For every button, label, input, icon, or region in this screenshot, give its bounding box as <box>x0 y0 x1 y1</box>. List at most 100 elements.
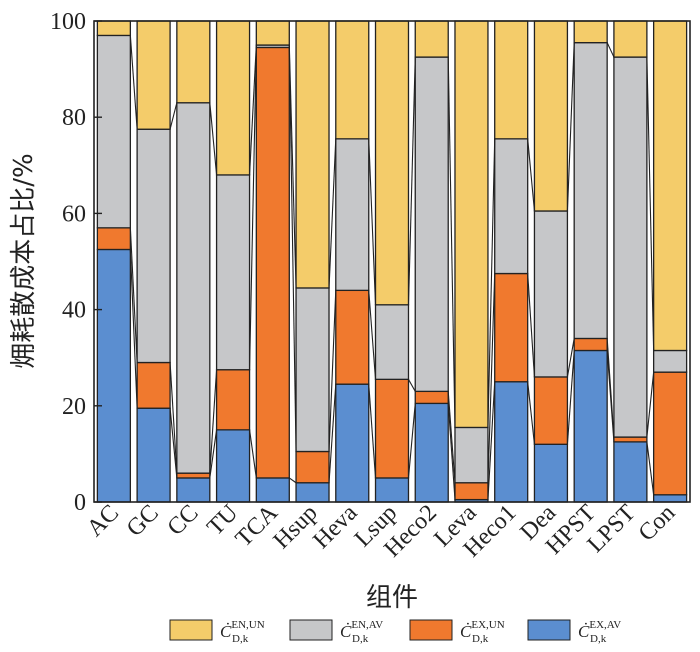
connector-line <box>368 384 377 478</box>
bar-gc-en-av <box>136 128 171 364</box>
bar-hpst-ex-av <box>573 349 608 503</box>
bar-con-en-un <box>652 20 688 352</box>
connector-line <box>209 429 218 479</box>
bar-dea-ex-av <box>533 443 569 503</box>
bar-tu-en-un <box>215 20 251 176</box>
legend-swatch <box>169 619 213 641</box>
bar-tu-ex-un <box>215 369 251 431</box>
bar-ac-en-av <box>96 34 132 229</box>
bar-heco1-ex-av <box>494 381 529 503</box>
bar-hsup-ex-av <box>295 482 330 503</box>
bar-lsup-en-un <box>374 20 410 306</box>
connector-line <box>328 290 337 452</box>
bar-tu-en-av <box>215 174 251 371</box>
legend: ĊEN,UN D,k ĊEN,AV D,k ĊEX,UN D,k ĊEX,AV D,k <box>169 619 621 645</box>
connector-line <box>249 47 257 370</box>
bar-ac-en-un <box>96 20 132 37</box>
x-axis: ACGCCCTUTCAHsupHevaLsupHeco2LevaHeco1Dea… <box>82 499 680 562</box>
bar-lpst-ex-un <box>613 436 648 443</box>
connector-line <box>646 57 655 351</box>
x-axis-title: 组件 <box>366 583 418 613</box>
y-axis: 0 20 40 60 80 100 <box>50 9 102 516</box>
bar-heco2-en-av <box>414 56 449 393</box>
bar-heva-en-un <box>335 20 370 140</box>
bar-heco1-ex-un <box>494 272 529 383</box>
y-axis-title: 㶲耗散成本占比/% <box>9 153 39 368</box>
bar-heva-ex-av <box>335 383 370 503</box>
connector-line <box>288 477 297 484</box>
legend-label: ĊEX,AV D,k <box>578 619 621 645</box>
bar-hpst-ex-un <box>573 337 608 352</box>
bar-cc-ex-un <box>176 472 211 479</box>
bar-hpst-en-av <box>573 41 608 340</box>
connector-line <box>169 102 178 130</box>
connector-line <box>566 350 575 445</box>
connector-line <box>288 45 297 288</box>
bars-layer <box>96 20 688 503</box>
legend-label: ĊEN,AV D,k <box>340 619 383 645</box>
connector-line <box>129 35 138 130</box>
bar-tca-en-un <box>255 20 290 46</box>
connector-line <box>249 45 257 175</box>
legend-swatch <box>527 619 571 641</box>
bar-lsup-ex-av <box>374 477 410 503</box>
bar-heco1-en-un <box>494 20 529 140</box>
connectors-layer <box>129 35 655 500</box>
connector-line <box>527 138 535 212</box>
legend-swatch <box>289 619 333 641</box>
connector-line <box>487 273 496 483</box>
bar-heco2-en-un <box>414 20 449 58</box>
bar-hsup-ex-un <box>295 450 330 484</box>
bar-gc-ex-av <box>136 407 171 503</box>
x-tick-label-heva: Heva <box>308 500 362 554</box>
connector-line <box>209 369 218 474</box>
connector-line <box>646 372 655 438</box>
bar-cc-en-un <box>176 20 211 104</box>
x-tick-label-lpst: LPST <box>583 500 641 558</box>
legend-label: ĊEX,UN D,k <box>460 619 505 645</box>
bar-heva-en-av <box>335 138 370 292</box>
bar-heva-ex-un <box>335 289 370 385</box>
connector-line <box>209 102 218 175</box>
x-tick-label-tca: TCA <box>231 499 284 552</box>
bar-hsup-en-un <box>295 20 330 289</box>
connector-line <box>566 42 575 212</box>
bar-tu-ex-av <box>215 429 251 503</box>
y-tick-label: 100 <box>50 9 86 35</box>
bar-lpst-en-un <box>613 20 648 58</box>
bar-heco1-en-av <box>494 138 529 275</box>
connector-line <box>288 47 297 452</box>
connector-line <box>447 57 456 428</box>
connector-line <box>129 227 138 363</box>
connector-line <box>527 381 535 445</box>
bar-con-ex-av <box>652 494 688 503</box>
bar-con-en-av <box>652 349 688 373</box>
bar-heco2-ex-av <box>414 402 449 503</box>
bar-ac-ex-av <box>96 248 132 503</box>
connector-line <box>407 403 416 478</box>
bar-lsup-ex-un <box>374 378 410 479</box>
x-tick-label-con: Con <box>634 500 681 547</box>
connector-line <box>606 42 615 58</box>
y-tick-label: 40 <box>62 298 86 324</box>
legend-swatch <box>409 619 453 641</box>
y-tick-label: 20 <box>62 394 86 420</box>
connector-line <box>408 379 416 392</box>
x-tick-label-gc: GC <box>122 500 164 542</box>
bar-tca-ex-un <box>255 46 290 479</box>
bar-cc-en-av <box>176 102 211 474</box>
connector-line <box>249 429 257 479</box>
bar-cc-ex-av <box>176 477 211 503</box>
bar-gc-en-un <box>136 20 171 130</box>
bar-gc-ex-un <box>136 361 171 409</box>
connector-line <box>129 249 138 409</box>
connector-line <box>169 408 178 479</box>
bar-lpst-ex-av <box>613 441 648 503</box>
plot-frame <box>93 20 691 503</box>
legend-label: ĊEN,UN D,k <box>220 619 265 645</box>
connector-line <box>169 362 178 474</box>
bar-heco2-ex-un <box>414 390 449 405</box>
x-tick-label-cc: CC <box>163 500 204 541</box>
connector-line <box>566 338 575 378</box>
connector-line <box>527 273 535 377</box>
